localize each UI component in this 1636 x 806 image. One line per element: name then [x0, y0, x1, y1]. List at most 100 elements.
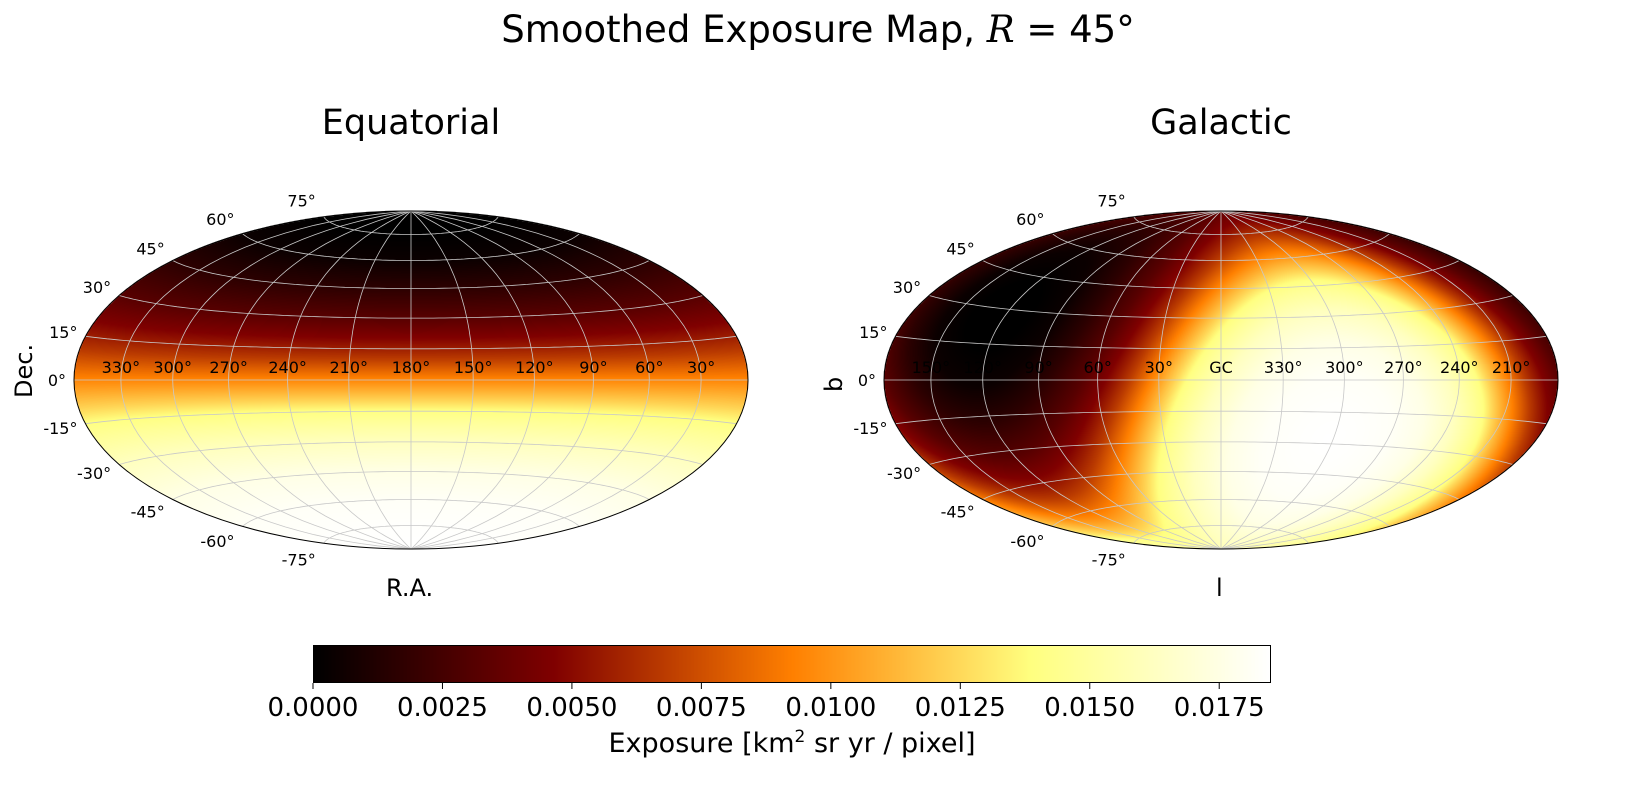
equatorial-meridian: [120, 210, 412, 550]
colorbar-tick-label: 0.0000: [268, 693, 359, 723]
title-variable: R: [986, 8, 1015, 51]
equatorial-lat-tick-label: 0°: [48, 371, 66, 390]
equatorial-title: Equatorial: [321, 103, 501, 143]
colorbar-tick-label: 0.0025: [397, 693, 488, 723]
equatorial-lon-tick-label: 120°: [515, 358, 554, 377]
galactic-meridian: [1097, 210, 1222, 550]
galactic-lon-tick-label: 30°: [1145, 358, 1173, 377]
galactic-lon-tick-label: 240°: [1440, 358, 1479, 377]
equatorial-parallel: [85, 410, 737, 425]
equatorial-xlabel: R.A.: [386, 574, 434, 602]
equatorial-lon-tick-label: 210°: [330, 358, 369, 377]
colorbar: [313, 645, 1271, 683]
equatorial-parallel: [323, 216, 499, 235]
equatorial-parallel: [118, 441, 704, 465]
equatorial-parallel: [118, 295, 704, 319]
galactic-meridian: [930, 210, 1222, 550]
colorbar-tick-label: 0.0100: [785, 693, 876, 723]
galactic-parallel: [895, 410, 1547, 425]
equatorial-meridian: [348, 210, 412, 550]
galactic-parallel: [1133, 216, 1309, 235]
galactic-title: Galactic: [1150, 103, 1292, 143]
galactic-parallel: [1052, 233, 1390, 261]
equatorial-lon-tick-label: 90°: [579, 358, 607, 377]
equatorial-lat-tick-label: 75°: [287, 191, 315, 210]
galactic-lat-tick-label: 45°: [946, 239, 974, 258]
galactic-parallel: [982, 260, 1460, 289]
colorbar-tick-label: 0.0075: [656, 693, 747, 723]
galactic-lon-tick-label: 300°: [1325, 358, 1364, 377]
galactic-meridian: [1158, 210, 1222, 550]
equatorial-lat-tick-label: -15°: [43, 419, 77, 438]
colorbar-tick-label: 0.0175: [1174, 693, 1265, 723]
galactic-xlabel: l: [1216, 574, 1223, 602]
galactic-boundary: [883, 210, 1559, 550]
colorbar-label-text: Exposure [km: [608, 728, 795, 759]
galactic-lat-tick-label: 30°: [893, 278, 921, 297]
figure-title: Smoothed Exposure Map, R = 45°: [0, 8, 1636, 51]
equatorial-meridian: [228, 210, 412, 550]
galactic-meridian: [1220, 210, 1404, 550]
colorbar-label-sup: 2: [794, 727, 806, 747]
equatorial-lon-tick-label: 180°: [392, 358, 431, 377]
equatorial-lon-tick-label: 300°: [153, 358, 192, 377]
equatorial-boundary: [73, 210, 749, 550]
equatorial-lat-tick-label: 45°: [136, 239, 164, 258]
equatorial-lon-tick-label: 330°: [102, 358, 141, 377]
equatorial-parallel: [172, 260, 650, 289]
equatorial-lat-tick-label: 60°: [206, 210, 234, 229]
equatorial-meridian: [410, 210, 594, 550]
galactic-parallel: [928, 441, 1514, 465]
equatorial-lat-tick-label: 30°: [83, 278, 111, 297]
equatorial-ylabel: Dec.: [10, 343, 38, 398]
galactic-parallel: [928, 295, 1514, 319]
colorbar-tick-label: 0.0050: [526, 693, 617, 723]
galactic-parallel: [1052, 499, 1390, 527]
equatorial-parallel: [242, 499, 580, 527]
equatorial-lon-tick-label: 150°: [454, 358, 493, 377]
galactic-meridian: [1220, 210, 1512, 550]
galactic-parallel: [1133, 525, 1309, 544]
galactic-lon-tick-label: 120°: [963, 358, 1002, 377]
galactic-lat-tick-label: -45°: [941, 503, 975, 522]
equatorial-lat-tick-label: -60°: [200, 532, 234, 551]
equatorial-meridian: [287, 210, 412, 550]
galactic-lat-tick-label: 0°: [858, 371, 876, 390]
galactic-meridian: [1038, 210, 1222, 550]
equatorial-parallel: [85, 335, 737, 350]
galactic-lon-tick-label: 270°: [1384, 358, 1423, 377]
equatorial-lon-tick-label: 60°: [635, 358, 663, 377]
galactic-lon-tick-label: GC: [1209, 358, 1233, 377]
equatorial-lat-tick-label: -30°: [77, 464, 111, 483]
galactic-lon-tick-label: 60°: [1083, 358, 1111, 377]
equatorial-lat-tick-label: 15°: [49, 323, 77, 342]
equatorial-meridian: [410, 210, 535, 550]
equatorial-meridian: [410, 210, 702, 550]
galactic-lat-tick-label: 15°: [859, 323, 887, 342]
galactic-lat-tick-label: -30°: [887, 464, 921, 483]
galactic-meridian: [982, 210, 1222, 550]
galactic-lat-tick-label: 60°: [1016, 210, 1044, 229]
colorbar-label-units: sr yr / pixel]: [805, 728, 976, 759]
galactic-lat-tick-label: -15°: [853, 419, 887, 438]
equatorial-meridian: [410, 210, 650, 550]
galactic-meridian: [1220, 210, 1284, 550]
equatorial-parallel: [242, 233, 580, 261]
galactic-lat-tick-label: 75°: [1097, 191, 1125, 210]
colorbar-tick-label: 0.0150: [1044, 693, 1135, 723]
colorbar-label: Exposure [km2 sr yr / pixel]: [0, 727, 1584, 759]
equatorial-parallel: [323, 525, 499, 544]
galactic-lat-tick-label: -60°: [1010, 532, 1044, 551]
galactic-ylabel: b: [820, 376, 848, 392]
galactic-lon-tick-label: 90°: [1024, 358, 1052, 377]
equatorial-lat-tick-label: -75°: [282, 551, 316, 570]
equatorial-meridian: [410, 210, 474, 550]
galactic-lat-tick-label: -75°: [1092, 551, 1126, 570]
equatorial-lat-tick-label: -45°: [131, 503, 165, 522]
galactic-parallel: [982, 471, 1460, 500]
title-value: = 45°: [1014, 8, 1135, 51]
equatorial-lon-tick-label: 30°: [687, 358, 715, 377]
galactic-lon-tick-label: 150°: [912, 358, 951, 377]
equatorial-lon-tick-label: 240°: [268, 358, 307, 377]
